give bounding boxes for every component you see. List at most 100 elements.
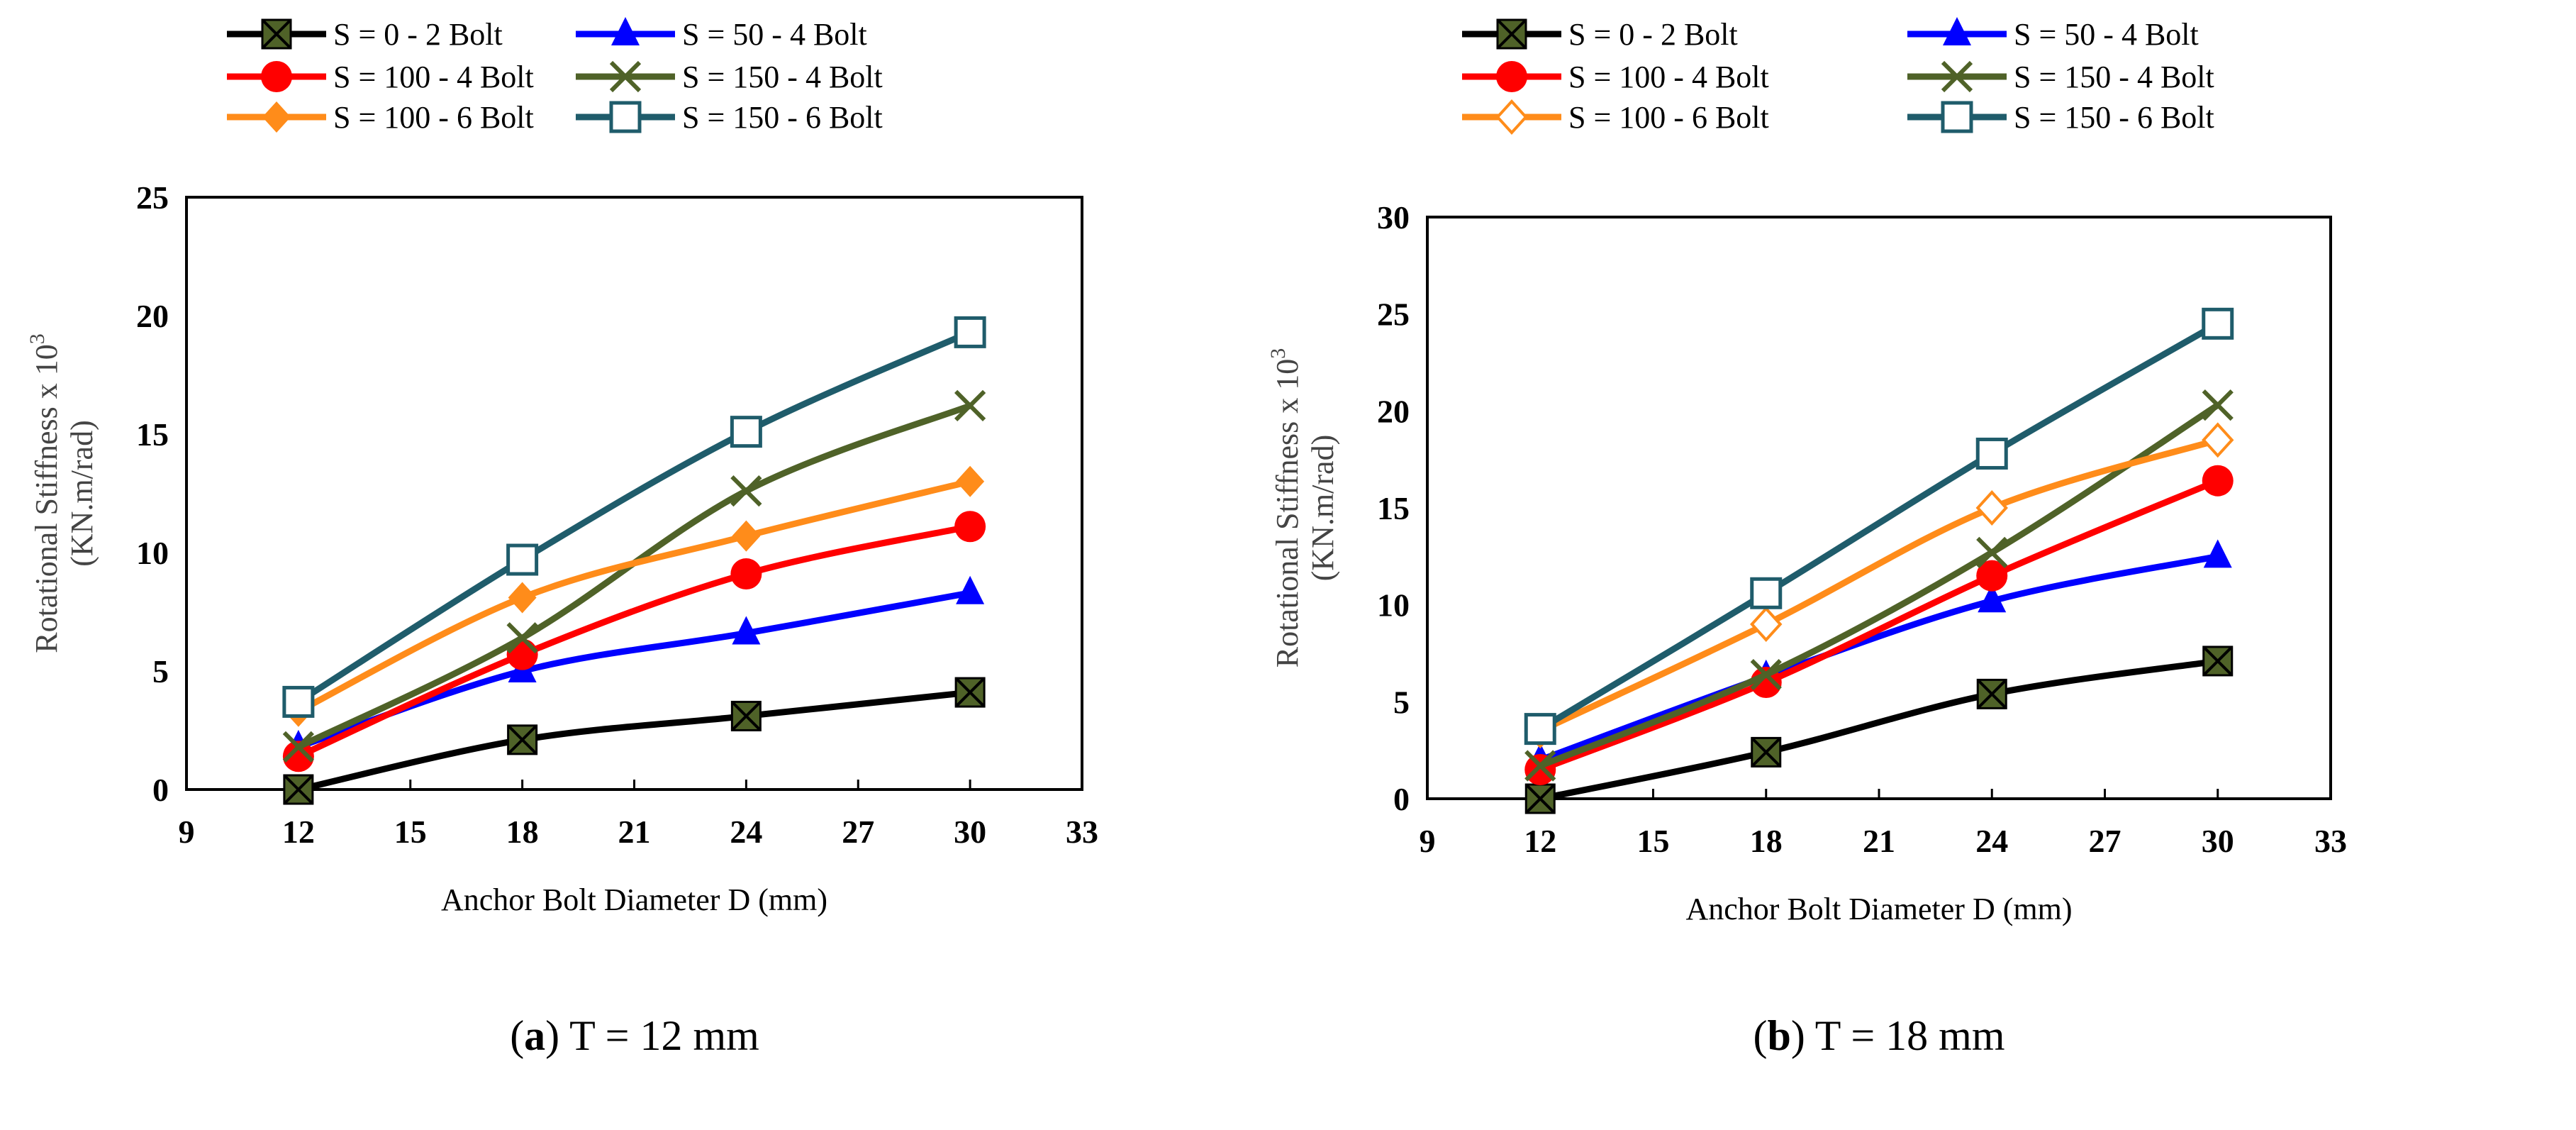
series-0 (283, 677, 986, 805)
legend-marker (1496, 61, 1527, 92)
legend-marker (262, 101, 291, 133)
data-point-marker-x (730, 701, 762, 731)
y-tick-label: 5 (152, 653, 169, 689)
legend-entry: S = 100 - 4 Bolt (227, 60, 534, 94)
data-point-marker (2202, 465, 2234, 497)
data-point-marker (1978, 584, 2007, 613)
x-tick-label: 15 (1637, 823, 1670, 859)
legend-label: S = 0 - 2 Bolt (1568, 17, 1738, 52)
x-tick-label: 12 (1524, 823, 1556, 859)
y-tick-label: 15 (1377, 490, 1410, 526)
data-point-marker (956, 465, 985, 497)
legend-marker (1941, 101, 1973, 133)
x-tick-label: 18 (1750, 823, 1783, 859)
caption-open: ( (1753, 1012, 1768, 1059)
x-axis-label: Anchor Bolt Diameter D (mm) (1686, 892, 2073, 926)
series-line (1537, 436, 2221, 734)
legend-entry: S = 150 - 6 Bolt (576, 100, 883, 135)
data-point-marker (1750, 658, 1782, 691)
x-tick-label: 9 (1420, 823, 1436, 859)
legend-label: S = 100 - 6 Bolt (1568, 100, 1769, 135)
data-point-marker (1976, 560, 2008, 592)
legend-marker (609, 101, 642, 133)
legend-label: S = 50 - 4 Bolt (2014, 17, 2199, 52)
series-line (295, 523, 974, 760)
data-point-marker (730, 475, 762, 507)
y-tick-label: 5 (1393, 684, 1410, 720)
data-point-marker (506, 622, 538, 654)
data-point-marker-x (1524, 783, 1556, 814)
x-tick-label: 18 (506, 814, 539, 850)
data-point-marker (1750, 577, 1783, 609)
legend-marker (1495, 99, 1528, 135)
y-axis-label-line2: (KN.m/rad) (1305, 435, 1340, 582)
y-tick-label: 10 (136, 535, 169, 571)
data-point-marker (730, 558, 762, 590)
data-point-marker (954, 511, 986, 543)
data-point-marker (730, 416, 762, 448)
y-tick-label: 25 (1377, 297, 1410, 333)
y-tick-label: 0 (1393, 781, 1410, 817)
data-point-marker (1750, 667, 1782, 698)
data-point-marker (2202, 389, 2234, 421)
x-axis-label: Anchor Bolt Diameter D (mm) (441, 882, 827, 917)
y-axis-label-text: Rotational Stiffness x 10 (29, 344, 64, 653)
caption-letter: a (524, 1012, 545, 1059)
data-point-marker (1524, 750, 1556, 782)
series-line (295, 328, 974, 705)
data-point-marker-x (283, 774, 314, 805)
x-tick-label: 24 (1975, 823, 2008, 859)
y-tick-label: 0 (152, 772, 169, 808)
data-point-marker (954, 316, 986, 348)
series-line (1537, 320, 2221, 733)
series-5 (282, 316, 986, 718)
series-1 (284, 575, 985, 758)
legend-marker (611, 17, 640, 45)
data-point-marker (282, 685, 315, 718)
caption-letter: b (1767, 1012, 1790, 1059)
legend-label: S = 100 - 4 Bolt (1568, 60, 1769, 94)
caption-text: ) T = 12 mm (545, 1012, 759, 1059)
legend-entry: S = 100 - 6 Bolt (1462, 99, 1769, 135)
data-point-marker (2202, 422, 2234, 458)
y-axis-label-line1: Rotational Stiffness x 103 (1266, 348, 1305, 668)
series-line (1537, 401, 2221, 770)
legend-marker-x (261, 18, 292, 50)
caption-text: ) T = 18 mm (1791, 1012, 2005, 1059)
y-tick-label: 10 (1377, 587, 1410, 624)
data-point-marker (2203, 539, 2232, 568)
x-tick-label: 30 (954, 814, 986, 850)
y-tick-label: 20 (1377, 393, 1410, 429)
y-axis-label-superscript: 3 (26, 333, 49, 344)
legend-entry: S = 150 - 4 Bolt (576, 60, 883, 94)
data-point-marker-x (1751, 736, 1782, 768)
x-tick-label: 27 (2089, 823, 2121, 859)
legend-marker-x (1496, 18, 1527, 50)
data-point-marker (1750, 606, 1783, 642)
series-3 (1524, 389, 2234, 782)
legend-marker (609, 60, 642, 93)
legend-entry: S = 50 - 4 Bolt (576, 17, 867, 52)
data-point-marker-x (2202, 646, 2234, 677)
data-point-marker (506, 543, 539, 576)
y-axis-label-superscript: 3 (1266, 348, 1290, 359)
legend-label: S = 150 - 4 Bolt (682, 60, 883, 94)
series-line (1537, 477, 2221, 773)
legend-label: S = 0 - 2 Bolt (333, 17, 503, 52)
legend-entry: S = 100 - 4 Bolt (1462, 60, 1769, 94)
legend-marker (1941, 60, 1973, 93)
chart-panel-b: 9 12 15 18 21 24 27 30 33 0 5 10 15 20 25 30 Anchor Bolt… (1266, 17, 2347, 1059)
legend-entry: S = 150 - 4 Bolt (1907, 60, 2214, 94)
x-tick-label: 30 (2202, 823, 2234, 859)
x-tick-label: 9 (179, 814, 195, 850)
y-tick-label: 15 (136, 416, 169, 453)
legend-label: S = 100 - 6 Bolt (333, 100, 534, 135)
data-point-marker (1975, 437, 2008, 470)
legend-label: S = 100 - 4 Bolt (333, 60, 534, 94)
legend-entry: S = 0 - 2 Bolt (1462, 17, 1738, 52)
series-5 (1524, 307, 2234, 746)
series-0 (1524, 646, 2234, 814)
y-axis-label-line1: Rotational Stiffness x 103 (26, 333, 64, 653)
data-point-marker (1976, 536, 2008, 568)
